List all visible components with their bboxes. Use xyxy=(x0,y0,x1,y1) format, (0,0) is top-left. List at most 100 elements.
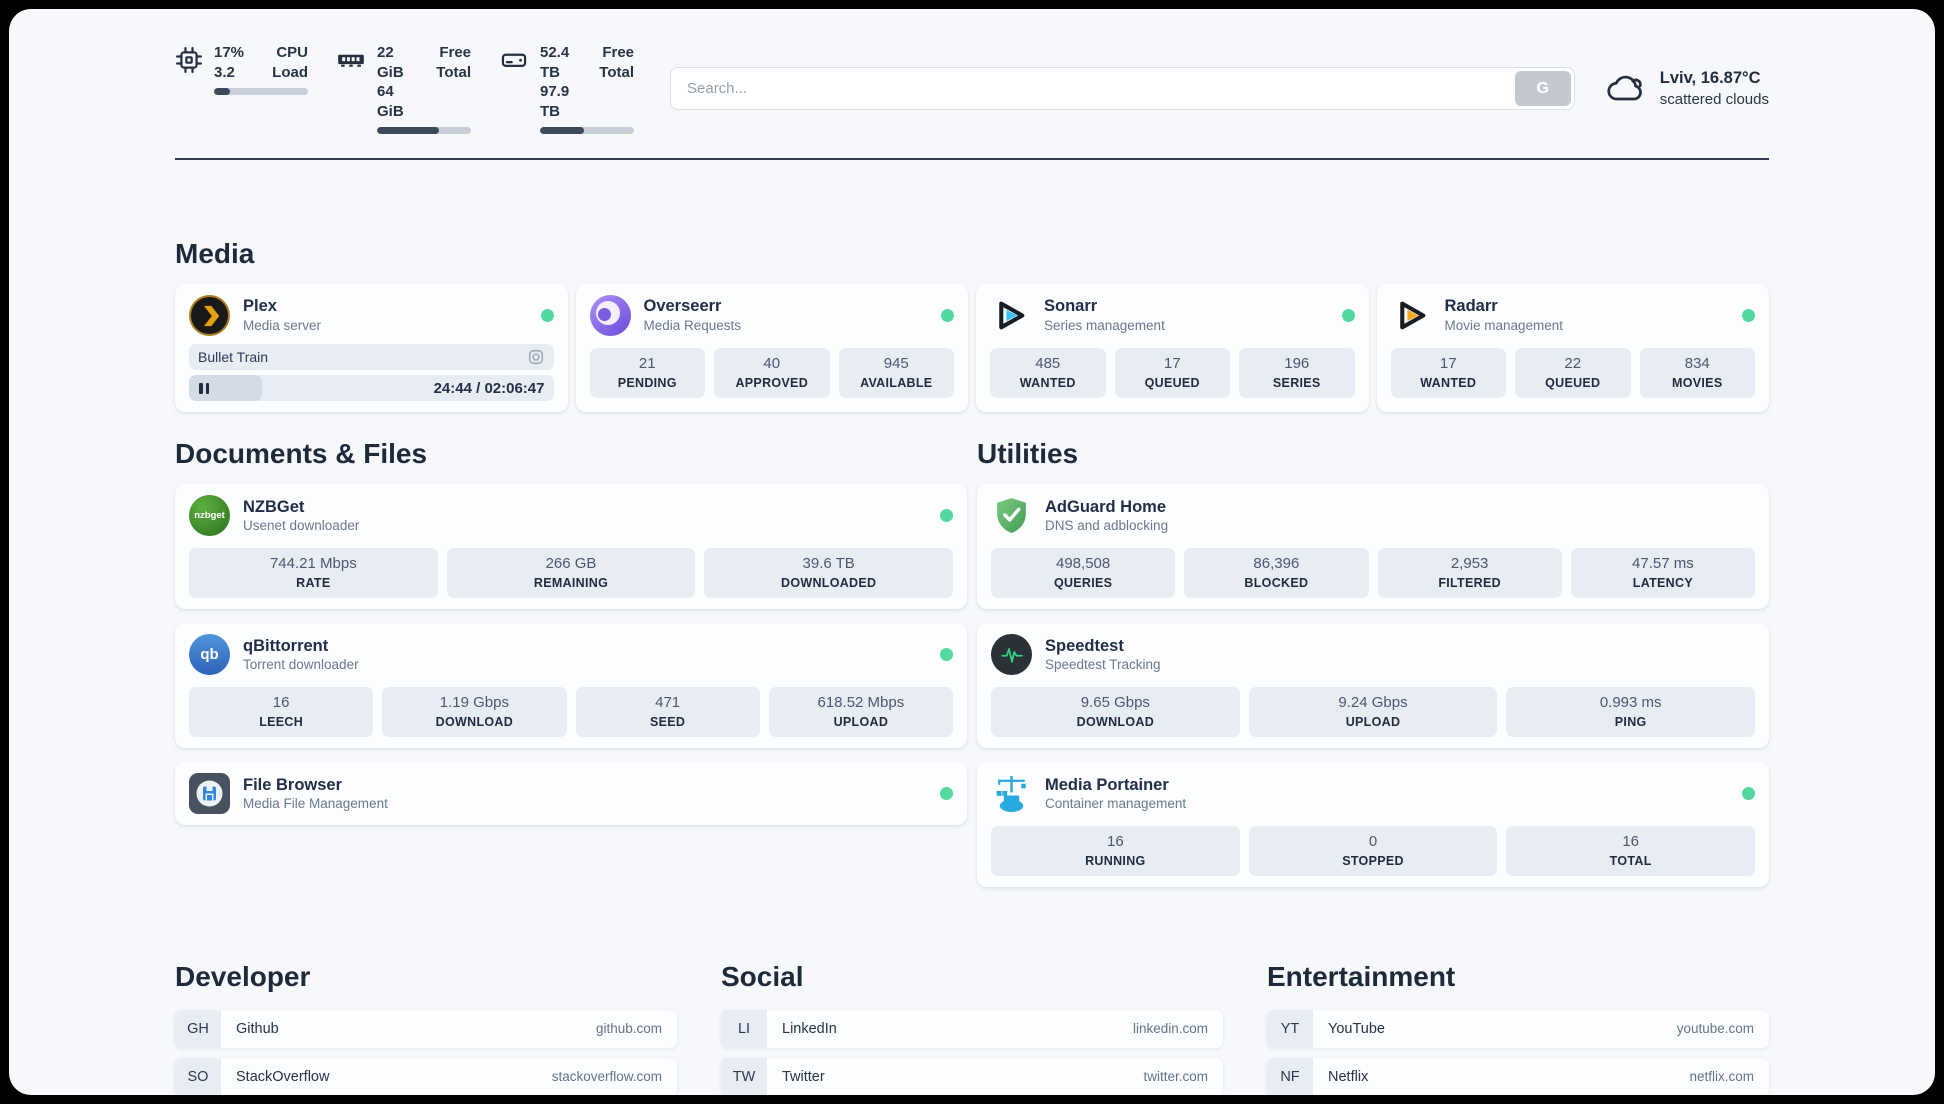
stat-block: 744.21 Mbps RATE xyxy=(189,548,438,599)
bookmark-url: twitter.com xyxy=(1143,1069,1208,1085)
bookmark-netflix[interactable]: NF Netflix netflix.com xyxy=(1267,1057,1769,1095)
bookmark-name: StackOverflow xyxy=(236,1068,330,1085)
stat-block: 16 LEECH xyxy=(189,687,374,738)
cpu-load-value: 3.2 xyxy=(214,63,235,81)
service-subtitle: Media Requests xyxy=(643,318,742,334)
stat-block: 618.52 Mbps UPLOAD xyxy=(768,687,953,738)
status-badge xyxy=(1341,309,1355,323)
media-grid: Plex Media server Bullet Train 24:44 / 0… xyxy=(175,284,1769,413)
service-card-qbittorrent[interactable]: qb qBittorrent Torrent downloader 16 LEEC… xyxy=(175,623,967,749)
service-name: Radarr xyxy=(1444,297,1498,316)
top-bar: 17% 3.2 CPU Load xyxy=(175,43,1769,134)
cpu-load-label: Load xyxy=(272,63,308,81)
service-card-overseerr[interactable]: Overseerr Media Requests 21 PENDING 40 APP… xyxy=(575,284,968,413)
stat-block: 17 QUEUED xyxy=(1114,348,1230,399)
filebrowser-logo-icon xyxy=(189,773,230,815)
bookmark-name: Twitter xyxy=(782,1068,825,1085)
stat-block: 39.6 TB DOWNLOADED xyxy=(704,548,954,599)
service-subtitle: DNS and adblocking xyxy=(1045,518,1169,534)
service-subtitle: Media File Management xyxy=(243,796,388,812)
service-card-portainer[interactable]: Media Portainer Container management 16 R… xyxy=(977,762,1769,888)
status-badge xyxy=(941,309,954,323)
radarr-logo-icon xyxy=(1391,295,1432,336)
disk-total-value: 97.9 TB xyxy=(540,83,570,120)
bookmark-name: Github xyxy=(236,1020,279,1037)
stat-block: 0.993 ms PING xyxy=(1506,687,1756,738)
status-badge xyxy=(1742,309,1755,323)
stat-block: 945 AVAILABLE xyxy=(838,348,954,399)
resource-widgets: 17% 3.2 CPU Load xyxy=(175,43,634,134)
service-subtitle: Container management xyxy=(1045,796,1187,812)
speedtest-logo-icon xyxy=(991,634,1032,676)
bookmark-stackoverflow[interactable]: SO StackOverflow stackoverflow.com xyxy=(175,1057,677,1095)
stat-block: 266 GB REMAINING xyxy=(446,548,696,599)
stat-block: 16 RUNNING xyxy=(991,826,1240,877)
bookmark-group-developer: Developer GH Github github.com SO StackO… xyxy=(175,961,677,1095)
bookmark-abbr: SO xyxy=(175,1057,221,1095)
bookmark-url: github.com xyxy=(595,1021,662,1037)
service-subtitle: Movie management xyxy=(1444,318,1564,334)
bookmark-abbr: LI xyxy=(721,1009,767,1048)
disk-free-label: Free xyxy=(602,44,634,61)
ram-icon xyxy=(338,54,364,67)
service-card-speedtest[interactable]: Speedtest Speedtest Tracking 9.65 Gbps DO… xyxy=(977,623,1769,749)
service-name: Plex xyxy=(243,297,277,316)
stat-block: 16 TOTAL xyxy=(1506,826,1756,877)
service-card-adguard[interactable]: AdGuard Home DNS and adblocking 498,508 Q… xyxy=(977,484,1769,610)
stat-block: 86,396 BLOCKED xyxy=(1184,548,1369,599)
memory-free-value: 22 GiB xyxy=(377,44,404,81)
stat-block: 0 STOPPED xyxy=(1248,826,1498,877)
bookmark-url: linkedin.com xyxy=(1132,1021,1208,1037)
session-view-icon[interactable] xyxy=(527,348,545,366)
disk-free-value: 52.4 TB xyxy=(540,44,570,81)
bookmark-abbr: YT xyxy=(1267,1009,1313,1048)
bookmark-github[interactable]: GH Github github.com xyxy=(175,1009,677,1048)
service-subtitle: Torrent downloader xyxy=(243,657,359,673)
service-subtitle: Speedtest Tracking xyxy=(1045,657,1161,673)
service-name: qBittorrent xyxy=(243,636,329,655)
service-subtitle: Media server xyxy=(243,318,322,334)
bookmark-linkedin[interactable]: LI LinkedIn linkedin.com xyxy=(721,1009,1223,1048)
plex-logo-icon xyxy=(189,295,230,337)
service-card-plex[interactable]: Plex Media server Bullet Train 24:44 / 0… xyxy=(175,284,568,413)
bookmark-abbr: NF xyxy=(1267,1057,1313,1095)
bookmark-url: netflix.com xyxy=(1689,1069,1754,1085)
service-subtitle: Usenet downloader xyxy=(243,518,360,534)
stat-block: 498,508 QUERIES xyxy=(991,548,1176,599)
section-title-documents: Documents & Files xyxy=(175,438,428,470)
now-playing-title: Bullet Train xyxy=(198,349,269,366)
stat-block: 22 QUEUED xyxy=(1515,348,1631,399)
disk-total-label: Total xyxy=(599,63,634,81)
service-name: Sonarr xyxy=(1044,297,1098,316)
bookmark-name: YouTube xyxy=(1328,1020,1385,1037)
stat-block: 485 WANTED xyxy=(990,348,1106,399)
service-card-nzbget[interactable]: nzbget NZBGet Usenet downloader 744.21 M… xyxy=(175,484,967,610)
status-badge xyxy=(1742,787,1755,801)
service-card-sonarr[interactable]: Sonarr Series management 485 WANTED 17 QUE… xyxy=(976,284,1369,413)
cloud-icon xyxy=(1607,76,1642,101)
portainer-logo-icon xyxy=(991,773,1032,814)
adguard-logo-icon xyxy=(991,495,1032,536)
status-badge xyxy=(540,309,554,323)
header-divider xyxy=(175,158,1769,160)
disk-icon xyxy=(501,53,527,67)
bookmark-group-social: Social LI LinkedIn linkedin.com TW Twitt… xyxy=(721,961,1223,1095)
section-title-media: Media xyxy=(175,238,255,269)
section-title-developer: Developer xyxy=(175,961,311,993)
playback-progress-bar: 24:44 / 02:06:47 xyxy=(189,375,554,402)
service-card-radarr[interactable]: Radarr Movie management 17 WANTED 22 QUEUE… xyxy=(1376,284,1769,413)
service-card-filebrowser[interactable]: File Browser Media File Management xyxy=(175,762,967,826)
memory-free-label: Free xyxy=(439,44,471,61)
status-badge xyxy=(940,787,953,801)
cpu-progress-bar xyxy=(214,88,308,95)
stat-block: 9.24 Gbps UPLOAD xyxy=(1248,687,1498,738)
stat-block: 2,953 FILTERED xyxy=(1377,548,1562,599)
service-name: Media Portainer xyxy=(1045,775,1169,794)
bookmark-name: LinkedIn xyxy=(782,1020,837,1037)
service-name: NZBGet xyxy=(243,497,305,516)
bookmark-youtube[interactable]: YT YouTube youtube.com xyxy=(1267,1009,1769,1048)
search-input[interactable] xyxy=(670,67,1575,110)
search-engine-button[interactable]: G xyxy=(1514,71,1571,106)
bookmark-twitter[interactable]: TW Twitter twitter.com xyxy=(721,1057,1223,1095)
cpu-icon xyxy=(175,46,203,74)
